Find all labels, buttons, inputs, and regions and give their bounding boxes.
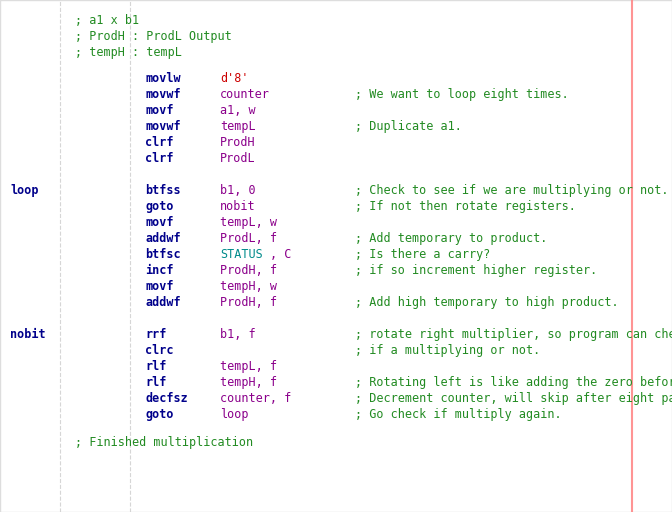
Text: ; rotate right multiplier, so program can check: ; rotate right multiplier, so program ca… — [355, 328, 672, 341]
Text: goto: goto — [145, 408, 173, 421]
Text: , C: , C — [270, 248, 292, 261]
Text: ; Finished multiplication: ; Finished multiplication — [75, 436, 253, 449]
Text: b1, f: b1, f — [220, 328, 255, 341]
Text: d'8': d'8' — [220, 72, 249, 85]
Text: ProdH: ProdH — [220, 136, 255, 149]
Text: movf: movf — [145, 216, 173, 229]
Text: addwf: addwf — [145, 296, 181, 309]
Text: ; if a multiplying or not.: ; if a multiplying or not. — [355, 344, 540, 357]
Text: nobit: nobit — [10, 328, 46, 341]
Text: movlw: movlw — [145, 72, 181, 85]
Text: ; a1 x b1: ; a1 x b1 — [75, 14, 139, 27]
Text: STATUS: STATUS — [220, 248, 263, 261]
Text: decfsz: decfsz — [145, 392, 187, 405]
Text: rrf: rrf — [145, 328, 167, 341]
Text: clrf: clrf — [145, 136, 173, 149]
Text: nobit: nobit — [220, 200, 255, 213]
Text: tempL, w: tempL, w — [220, 216, 277, 229]
Text: goto: goto — [145, 200, 173, 213]
Text: a1, w: a1, w — [220, 104, 255, 117]
Text: ProdH, f: ProdH, f — [220, 296, 277, 309]
Text: ; tempH : tempL: ; tempH : tempL — [75, 46, 182, 59]
Text: b1, 0: b1, 0 — [220, 184, 255, 197]
Text: counter, f: counter, f — [220, 392, 291, 405]
Text: rlf: rlf — [145, 376, 167, 389]
Text: rlf: rlf — [145, 360, 167, 373]
Text: ProdH, f: ProdH, f — [220, 264, 277, 277]
Text: addwf: addwf — [145, 232, 181, 245]
Text: tempL: tempL — [220, 120, 255, 133]
Text: movwf: movwf — [145, 88, 181, 101]
Text: loop: loop — [220, 408, 249, 421]
Text: ; Go check if multiply again.: ; Go check if multiply again. — [355, 408, 562, 421]
Text: ; We want to loop eight times.: ; We want to loop eight times. — [355, 88, 569, 101]
Text: ; Rotating left is like adding the zero before.: ; Rotating left is like adding the zero … — [355, 376, 672, 389]
Text: btfsc: btfsc — [145, 248, 181, 261]
Text: ; Check to see if we are multiplying or not.: ; Check to see if we are multiplying or … — [355, 184, 669, 197]
Text: incf: incf — [145, 264, 173, 277]
Text: movf: movf — [145, 280, 173, 293]
Text: tempH, w: tempH, w — [220, 280, 277, 293]
Text: ProdL, f: ProdL, f — [220, 232, 277, 245]
Text: ProdL: ProdL — [220, 152, 255, 165]
Text: counter: counter — [220, 88, 270, 101]
Text: ; Is there a carry?: ; Is there a carry? — [355, 248, 491, 261]
Text: ; Add temporary to product.: ; Add temporary to product. — [355, 232, 548, 245]
Text: movf: movf — [145, 104, 173, 117]
Text: ; If not then rotate registers.: ; If not then rotate registers. — [355, 200, 576, 213]
Text: ; if so increment higher register.: ; if so increment higher register. — [355, 264, 597, 277]
Text: clrf: clrf — [145, 152, 173, 165]
Text: loop: loop — [10, 184, 38, 197]
Text: ; ProdH : ProdL Output: ; ProdH : ProdL Output — [75, 30, 232, 43]
Text: tempH, f: tempH, f — [220, 376, 277, 389]
Text: ; Add high temporary to high product.: ; Add high temporary to high product. — [355, 296, 619, 309]
Text: movwf: movwf — [145, 120, 181, 133]
Text: ; Decrement counter, will skip after eight passes.: ; Decrement counter, will skip after eig… — [355, 392, 672, 405]
Text: tempL, f: tempL, f — [220, 360, 277, 373]
Text: ; Duplicate a1.: ; Duplicate a1. — [355, 120, 462, 133]
Text: btfss: btfss — [145, 184, 181, 197]
Text: clrc: clrc — [145, 344, 173, 357]
